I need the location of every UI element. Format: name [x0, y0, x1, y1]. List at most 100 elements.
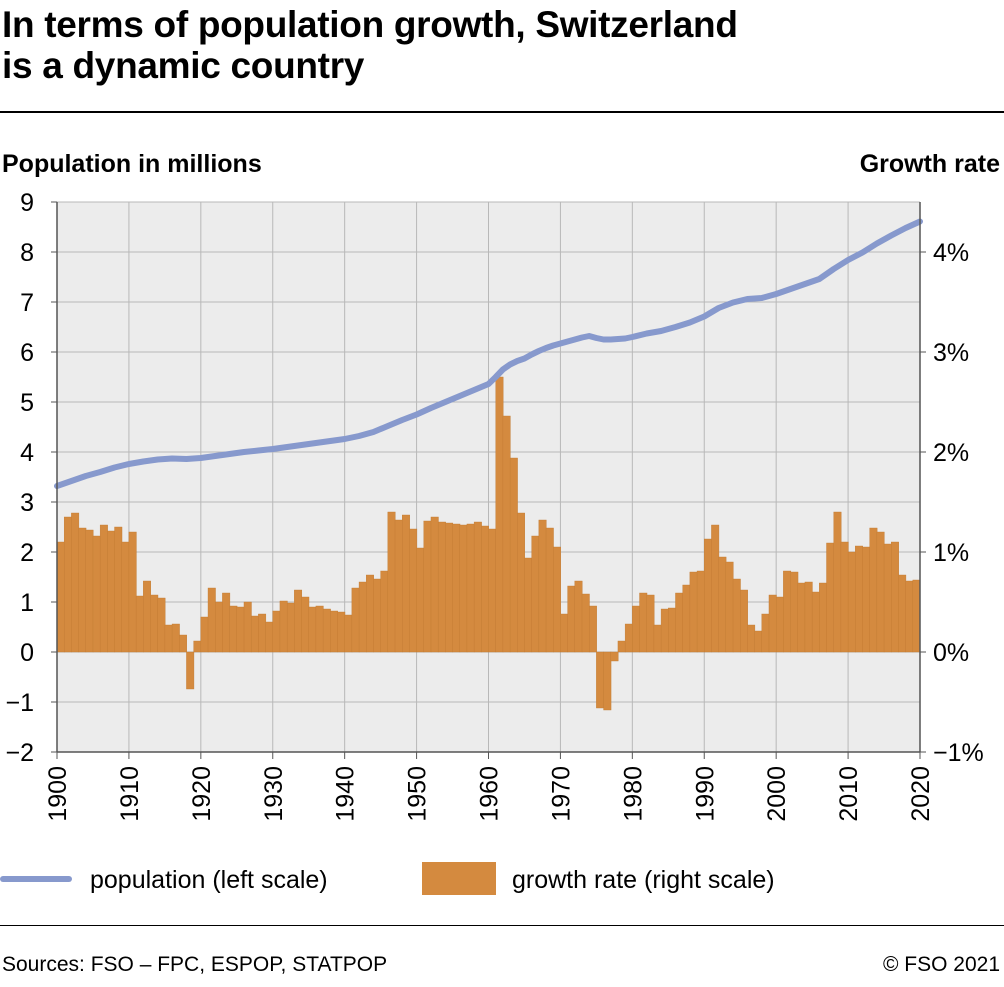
x-tick-label: 1980	[619, 766, 647, 822]
growth-bar-2002	[790, 571, 799, 653]
growth-bar-1995	[740, 589, 748, 653]
growth-bar-2017	[898, 574, 907, 653]
growth-bar-1914	[157, 597, 166, 653]
growth-bar-1982	[646, 594, 655, 653]
right-axis-title: Growth rate	[859, 150, 1000, 178]
growth-bar-1964	[517, 512, 525, 653]
growth-bar-1936	[315, 605, 324, 653]
legend-population-label: population (left scale)	[90, 866, 328, 894]
population-growth-chart: −2 −1 0 1 2 3 4 5 6 7 8 9 −1% 0% 1% 2% 3% 4% 1900 1910 1920 1…	[5, 189, 984, 822]
growth-bar-1932	[286, 602, 295, 653]
growth-bar-1998	[761, 613, 770, 653]
growth-bar-1966	[531, 535, 540, 653]
growth-bar-2003	[797, 582, 806, 653]
x-tick-label: 1940	[332, 766, 360, 822]
growth-bar-1944	[373, 578, 382, 653]
left-tick-label: −1	[5, 689, 34, 717]
growth-bar-1910	[128, 531, 137, 653]
growth-bar-1958	[473, 521, 482, 653]
growth-bar-2009	[840, 541, 849, 653]
growth-bar-1934	[301, 596, 310, 653]
growth-bar-1992	[718, 556, 727, 653]
growth-bar-1947	[394, 519, 403, 653]
growth-bar-1983	[653, 624, 662, 653]
growth-bar-1984	[660, 608, 669, 653]
growth-bar-1912	[143, 580, 151, 653]
growth-bar-2008	[833, 511, 842, 653]
growth-bar-2019	[912, 579, 921, 653]
x-tick-label: 2000	[763, 766, 791, 822]
growth-bar-2010	[847, 551, 856, 653]
x-tick-label: 1900	[44, 766, 72, 822]
growth-bar-1981	[639, 592, 648, 653]
growth-bar-1919	[193, 640, 202, 653]
growth-bar-1949	[409, 528, 418, 653]
growth-bar-1930	[272, 610, 281, 653]
left-tick-label: 7	[20, 289, 34, 317]
growth-bar-1976	[603, 651, 612, 711]
growth-bar-2018	[905, 580, 914, 653]
growth-bar-1963	[509, 457, 518, 653]
growth-bar-1909	[121, 541, 130, 653]
growth-bar-1911	[135, 595, 144, 653]
growth-bar-1994	[732, 578, 741, 653]
growth-bar-1989	[696, 570, 705, 653]
growth-bar-2006	[819, 582, 828, 653]
growth-bar-1978	[617, 640, 626, 653]
legend-item-population: population (left scale)	[0, 860, 400, 900]
growth-bar-1927	[250, 615, 259, 653]
growth-bar-1905	[92, 535, 101, 653]
growth-bar-1986	[675, 592, 684, 653]
growth-bar-1951	[423, 520, 432, 653]
growth-bar-2016	[891, 541, 899, 653]
growth-bar-1921	[207, 587, 216, 653]
growth-bar-1974	[588, 605, 597, 653]
growth-bar-1908	[114, 526, 123, 653]
growth-bar-1903	[78, 527, 87, 653]
chart-title-line-2: is a dynamic country	[2, 45, 365, 86]
growth-bar-1931	[279, 600, 288, 653]
left-axis-title: Population in millions	[2, 150, 262, 178]
growth-bar-1980	[632, 605, 641, 653]
right-tick-label: 2%	[933, 439, 969, 467]
growth-bar-2004	[804, 581, 813, 653]
growth-bar-1940	[344, 614, 353, 653]
growth-bar-1977	[610, 651, 619, 662]
growth-bar-1996	[747, 624, 756, 653]
growth-bar-1968	[545, 527, 554, 653]
growth-bar-1917	[179, 634, 187, 653]
growth-bar-1954	[445, 522, 454, 653]
growth-bar-1948	[402, 514, 410, 653]
left-tick-label: 0	[20, 639, 34, 667]
growth-bar-2013	[869, 527, 878, 653]
growth-bar-1933	[294, 589, 303, 653]
growth-bar-1969	[553, 546, 561, 653]
growth-bar-1928	[258, 613, 267, 653]
growth-bar-1967	[538, 519, 547, 653]
growth-bar-2011	[855, 545, 863, 653]
growth-bar-1975	[596, 651, 605, 709]
right-tick-label: 0%	[933, 639, 969, 667]
title-divider	[0, 111, 1004, 113]
left-tick-label: 5	[20, 389, 34, 417]
right-tick-label: −1%	[933, 739, 984, 767]
x-tick-label: 1920	[188, 766, 216, 822]
growth-bar-1937	[322, 608, 331, 653]
x-tick-label: 1910	[116, 766, 144, 822]
growth-bar-1929	[265, 621, 274, 653]
x-tick-label: 2010	[835, 766, 863, 822]
growth-bar-1953	[437, 521, 446, 653]
growth-bar-1957	[466, 523, 475, 653]
growth-bar-1922	[215, 601, 223, 653]
x-tick-label: 1930	[260, 766, 288, 822]
growth-bar-1985	[668, 607, 676, 653]
growth-bar-1913	[150, 594, 159, 653]
legend-bar-swatch	[422, 862, 496, 895]
chart-title-line-1: In terms of population growth, Switzerla…	[2, 4, 738, 45]
left-tick-label: 3	[20, 489, 34, 517]
growth-bar-1918	[186, 651, 195, 690]
x-tick-label: 1960	[476, 766, 504, 822]
growth-bar-1942	[358, 581, 367, 653]
growth-bar-1902	[71, 512, 80, 653]
growth-bar-1906	[99, 524, 108, 653]
